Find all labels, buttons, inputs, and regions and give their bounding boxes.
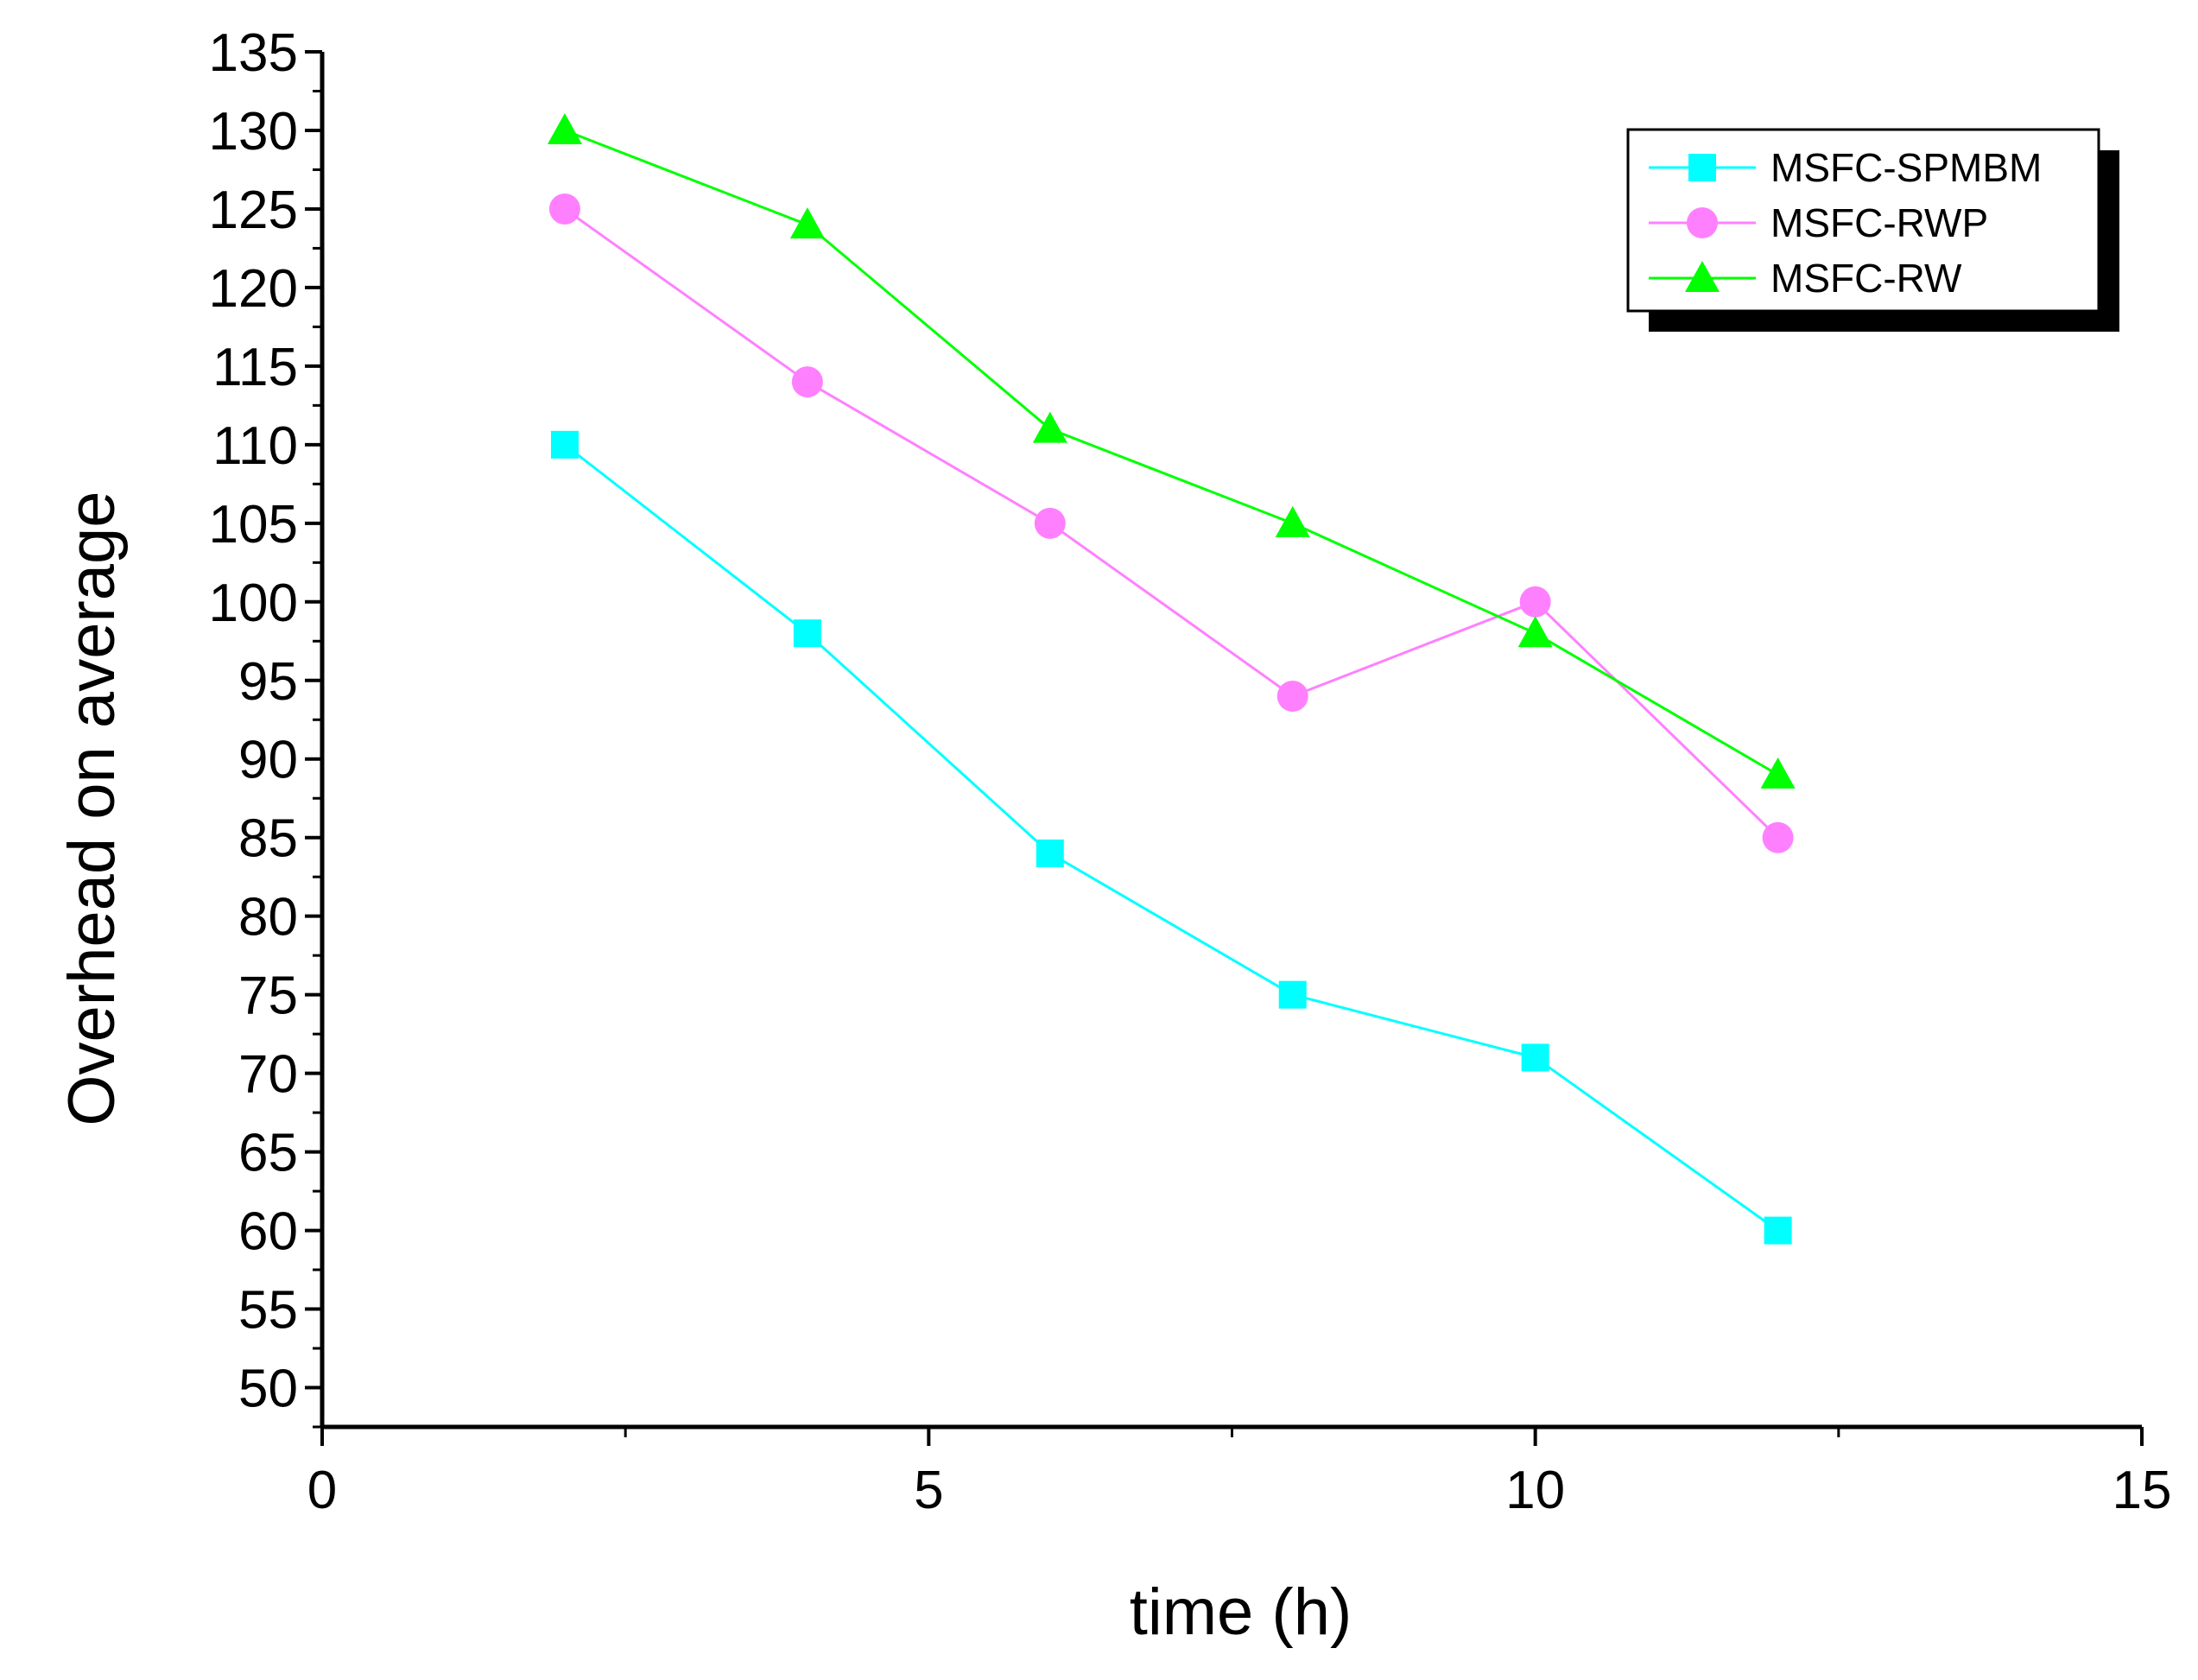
x-tick-label: 10 xyxy=(1505,1461,1565,1520)
data-point xyxy=(793,619,821,648)
legend-marker xyxy=(1687,207,1718,238)
axes: 5055606570758085909510010511011512012513… xyxy=(209,23,2172,1520)
data-point xyxy=(1517,616,1553,648)
data-point xyxy=(1764,1216,1792,1245)
series-line xyxy=(564,207,1779,839)
y-tick-label: 90 xyxy=(238,731,298,790)
data-point xyxy=(1519,586,1551,618)
data-point xyxy=(1032,411,1067,443)
y-tick-label: 130 xyxy=(209,102,298,162)
data-point xyxy=(1762,821,1794,853)
y-tick-label: 60 xyxy=(238,1202,298,1262)
legend-label: MSFC-RWP xyxy=(1770,200,1988,245)
data-point xyxy=(550,430,579,459)
y-tick-label: 125 xyxy=(209,181,298,240)
y-tick-label: 80 xyxy=(238,888,298,948)
y-tick-label: 135 xyxy=(209,23,298,83)
series-line xyxy=(564,129,1779,777)
data-point xyxy=(1278,980,1307,1009)
y-tick-label: 110 xyxy=(212,416,298,476)
x-axis-title: time (h) xyxy=(1130,1575,1352,1649)
legend-marker xyxy=(1685,261,1720,292)
x-tick-label: 0 xyxy=(307,1461,337,1520)
data-point xyxy=(1034,507,1066,539)
series-line xyxy=(564,443,1779,1232)
data-point xyxy=(1521,1043,1549,1072)
y-tick-label: 105 xyxy=(209,495,298,555)
y-tick-label: 65 xyxy=(238,1124,298,1183)
legend-marker xyxy=(1688,154,1716,181)
x-tick-label: 15 xyxy=(2112,1461,2172,1520)
series-msfc-rwp xyxy=(548,193,1794,853)
y-axis-title: Overhead on average xyxy=(55,491,129,1125)
y-tick-label: 115 xyxy=(212,338,298,397)
y-tick-label: 120 xyxy=(209,259,298,319)
data-point xyxy=(548,193,580,225)
y-tick-label: 95 xyxy=(238,652,298,712)
series-msfc-rw xyxy=(547,112,1796,789)
data-point xyxy=(789,207,825,239)
legend-label: MSFC-SPMBM xyxy=(1770,145,2042,190)
y-tick-label: 55 xyxy=(238,1281,298,1341)
series-layer xyxy=(547,112,1796,1245)
legend-label: MSFC-RW xyxy=(1770,256,1962,301)
series-msfc-spmbm xyxy=(550,430,1792,1245)
data-point xyxy=(791,366,823,398)
data-point xyxy=(547,112,582,144)
y-tick-label: 50 xyxy=(238,1360,298,1419)
x-tick-label: 5 xyxy=(914,1461,943,1520)
y-tick-label: 70 xyxy=(238,1045,298,1105)
y-tick-label: 85 xyxy=(238,809,298,869)
data-point xyxy=(1760,757,1796,789)
data-point xyxy=(1036,839,1064,867)
data-point xyxy=(1275,505,1310,537)
y-tick-label: 75 xyxy=(238,967,298,1026)
data-point xyxy=(1276,680,1308,712)
legend: MSFC-SPMBM MSFC-RWP MSFC-RW xyxy=(1626,128,2119,332)
y-tick-label: 100 xyxy=(209,574,298,633)
